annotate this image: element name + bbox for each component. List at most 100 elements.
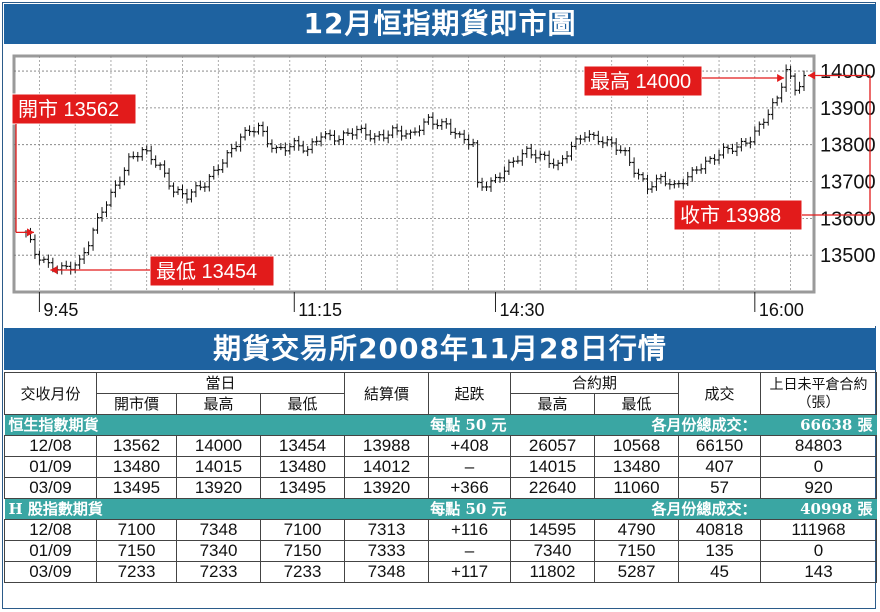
intraday-chart: 14000 13900 13800 13700 13600 13500 9:45 11:15…	[4, 44, 876, 326]
table-row: 12/08 13562 14000 13454 13988 +408 26057 10568 6…	[4, 435, 878, 457]
table-cell: 13920	[176, 477, 261, 499]
table-cell: 13495	[259, 477, 346, 499]
section-total-value: 66638 張	[760, 414, 877, 436]
table-cell: 7233	[96, 561, 177, 583]
table-cell: 7150	[594, 540, 680, 562]
table-cell: 40818	[678, 519, 762, 541]
x-tick-label: 11:15	[298, 300, 342, 320]
y-tick-label: 14000	[820, 61, 876, 83]
header-low: 最低	[259, 393, 346, 415]
table-cell: 13480	[594, 456, 680, 478]
table-cell: 7100	[96, 519, 177, 541]
table-cell: 7100	[259, 519, 346, 541]
section-name: 恒生指數期貨	[4, 414, 261, 436]
table-cell: 7150	[259, 540, 346, 562]
table-cell: 57	[678, 477, 762, 499]
table-row: 12/08 7100 7348 7100 7313 +116 14595 4790 40818 1…	[4, 519, 878, 541]
market-summary-title: 期貨交易所2008年11月28日行情	[4, 328, 876, 370]
section-total-label: 各月份總成交：	[510, 498, 761, 520]
table-cell: 13480	[96, 456, 177, 478]
table-cell: 13988	[344, 435, 430, 457]
table-body: 恒生指數期貨 每點 50 元各月份總成交： 66638 張 12/08 13562 140…	[4, 414, 878, 583]
table-cell: +116	[428, 519, 512, 541]
table-row: 03/09 7233 7233 7233 7348 +117 11802 5287 45 143	[4, 561, 878, 583]
y-tick-label: 13500	[820, 245, 876, 267]
open-callout-box	[11, 93, 137, 125]
table-cell: 920	[760, 477, 878, 499]
header-settlement: 結算價	[344, 372, 430, 415]
table-cell: 143	[760, 561, 878, 583]
table-cell: 11802	[510, 561, 596, 583]
table-cell: 14012	[344, 456, 430, 478]
table-cell: 13480	[259, 456, 346, 478]
low-callout-box	[149, 255, 275, 287]
table-cell: 45	[678, 561, 762, 583]
high-callout-box	[583, 65, 703, 97]
header-high: 最高	[176, 393, 261, 415]
x-tick-label: 9:45	[43, 300, 78, 320]
table-cell: 22640	[510, 477, 596, 499]
table-cell: +366	[428, 477, 512, 499]
section-per-point: 每點 50 元	[260, 414, 511, 436]
table-cell: 4790	[594, 519, 680, 541]
table-cell: 01/09	[4, 540, 97, 562]
section-name: H 股指數期貨	[4, 498, 261, 520]
callout-layer: 開市 13562 最高 14000 最低 13454 收市 13988	[11, 65, 871, 287]
header-day: 當日	[95, 372, 346, 394]
section-row: 恒生指數期貨 每點 50 元各月份總成交： 66638 張	[4, 414, 877, 436]
table-row: 03/09 13495 13920 13495 13920 +366 22640 11060 5…	[4, 477, 878, 499]
table-cell: 13920	[344, 477, 430, 499]
table-cell: 135	[678, 540, 762, 562]
table-cell: 111968	[760, 519, 878, 541]
x-tick-label: 16:00	[759, 300, 804, 320]
table-cell: 7348	[344, 561, 430, 583]
table-cell: 11060	[594, 477, 680, 499]
y-tick-label: 13600	[820, 208, 876, 230]
table-cell: +117	[428, 561, 512, 583]
table-cell: 7313	[344, 519, 430, 541]
section-per-point: 每點 50 元	[260, 498, 511, 520]
table-cell: –	[428, 456, 512, 478]
header-open-interest: 上日未平倉合約（張）	[760, 372, 878, 415]
table-cell: 14015	[510, 456, 596, 478]
table-cell: 12/08	[4, 435, 97, 457]
table-row: 01/09 13480 14015 13480 14012–14015 13480 407 0	[4, 456, 878, 478]
close-callout-box	[673, 199, 803, 231]
header-contract-month: 交收月份	[4, 372, 97, 415]
table-row: 01/09 7150 7340 7150 7333–7340 7150 135 0	[4, 540, 878, 562]
header-change: 起跌	[428, 372, 512, 415]
section-row: H 股指數期貨 每點 50 元各月份總成交： 40998 張	[4, 498, 877, 520]
table-cell: 01/09	[4, 456, 97, 478]
table-cell: 0	[760, 540, 878, 562]
header-row-2: 開市價 最高 最低 最高 最低	[5, 393, 877, 415]
chart-title: 12月恒指期貨即市圖	[4, 4, 876, 44]
table-cell: 7348	[176, 519, 261, 541]
candle-layer	[24, 64, 806, 275]
table-cell: 7233	[176, 561, 261, 583]
table-cell: 66150	[678, 435, 762, 457]
high-callout-label: 最高 14000	[590, 70, 691, 93]
header-cp-high: 最高	[510, 393, 596, 415]
table-cell: +408	[428, 435, 512, 457]
header-row-1: 交收月份 當日 結算價 起跌 合約期 成交 上日未平倉合約（張）	[4, 372, 878, 415]
y-tick-label: 13700	[820, 172, 876, 194]
table-cell: 7333	[344, 540, 430, 562]
table-cell: 84803	[760, 435, 878, 457]
y-tick-label: 13900	[820, 98, 876, 120]
table-cell: 0	[760, 456, 878, 478]
table-cell: 03/09	[4, 561, 97, 583]
x-tick-layer: 9:45 11:15 14:30 16:00	[38, 292, 804, 320]
high-arrow-head	[777, 74, 785, 82]
header-open: 開市價	[96, 393, 177, 415]
section-total-label: 各月份總成交：	[510, 414, 761, 436]
table-cell: 13562	[96, 435, 177, 457]
section-total-value: 40998 張	[760, 498, 877, 520]
table-cell: 03/09	[4, 477, 97, 499]
table-cell: 14015	[176, 456, 261, 478]
table-cell: 13454	[259, 435, 346, 457]
header-cp-low: 最低	[594, 393, 680, 415]
y-tick-label: 13800	[820, 135, 876, 157]
table-cell: 407	[678, 456, 762, 478]
x-tick-label: 14:30	[499, 300, 544, 320]
open-arrow-head	[27, 228, 34, 237]
